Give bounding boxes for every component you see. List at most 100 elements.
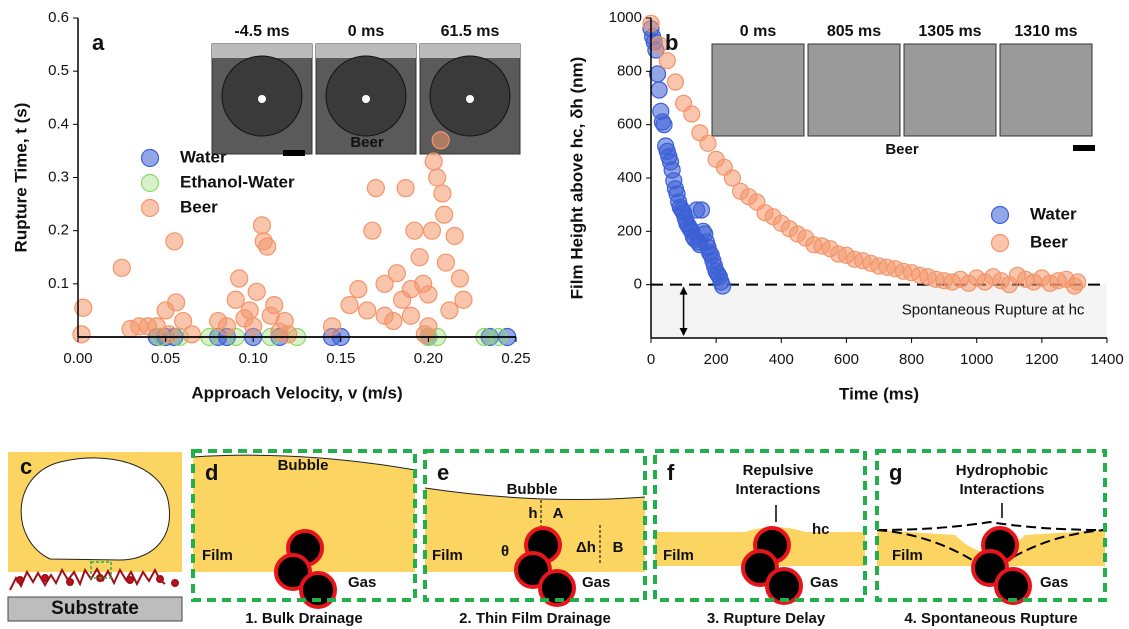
interaction-label: Interactions (735, 481, 820, 498)
panel-frame (191, 449, 417, 602)
inset-label: -4.5 ms (234, 23, 289, 40)
inset-highlight (258, 95, 266, 103)
film-region (193, 455, 415, 572)
y-tick-label: 0.5 (48, 62, 69, 79)
film-label: Film (663, 547, 694, 564)
data-point (340, 296, 359, 315)
inset-image (711, 43, 805, 137)
data-point (244, 317, 263, 336)
data-point (666, 73, 685, 91)
x-tick-label: 0.20 (414, 350, 443, 367)
bubble-label: Bubble (278, 457, 329, 474)
particle (274, 553, 312, 591)
gas-label: Gas (582, 574, 610, 591)
legend-marker (140, 173, 160, 193)
data-point (258, 237, 277, 256)
particle (994, 567, 1032, 605)
gas-label: Gas (810, 574, 838, 591)
interaction-label: Repulsive (743, 462, 814, 479)
data-point (405, 221, 424, 240)
panel-letter: f (667, 460, 675, 485)
data-point (74, 298, 93, 317)
y-tick-label: 1000 (609, 9, 642, 26)
y-axis-title: Film Height above hc, δh (nm) (567, 57, 586, 300)
data-point (428, 168, 447, 187)
inset-label: 61.5 ms (441, 23, 500, 40)
data-point (433, 184, 452, 203)
legend-label: Water (1030, 204, 1077, 223)
data-point (658, 52, 676, 70)
gas-label: Gas (348, 574, 376, 591)
x-axis-title: Approach Velocity, v (m/s) (191, 383, 402, 402)
data-point (226, 290, 245, 309)
data-point (683, 105, 701, 123)
scale-bar (283, 150, 305, 156)
distance-label: h (528, 505, 537, 522)
x-tick-label: 800 (899, 351, 924, 368)
panel-frame (875, 449, 1107, 602)
data-point (387, 264, 406, 283)
y-tick-label: 600 (617, 116, 642, 133)
data-point (422, 221, 442, 240)
y-tick-label: 0.6 (48, 9, 69, 26)
data-point (445, 226, 464, 246)
inset-label: 0 ms (740, 23, 777, 40)
data-point (160, 325, 179, 344)
panel-letter: c (20, 454, 32, 479)
bubble-interface (192, 454, 416, 471)
legend-marker (990, 233, 1010, 253)
panel-letter: e (437, 460, 449, 485)
distance-label: Δh (576, 539, 596, 556)
data-point (655, 116, 673, 134)
data-point (648, 65, 667, 83)
bubble (20, 457, 170, 561)
data-point (692, 201, 711, 219)
y-axis-title: Rupture Time, t (s) (11, 103, 30, 253)
data-point (454, 290, 473, 309)
panel-letter: d (205, 460, 218, 485)
state-label: B (613, 539, 624, 556)
data-point (450, 269, 470, 288)
surface-roughness (9, 566, 179, 591)
inset-needle (212, 44, 312, 58)
inset-label: 1305 ms (918, 23, 981, 40)
data-point (112, 258, 131, 277)
data-point (375, 274, 394, 293)
x-tick-label: 0 (647, 351, 655, 368)
data-point (265, 296, 284, 315)
data-point (182, 325, 201, 344)
data-point (436, 253, 456, 272)
data-point (363, 221, 382, 240)
inset-label: 0 ms (348, 23, 385, 40)
film-label: Film (202, 547, 233, 564)
particle (765, 567, 803, 605)
stage-caption: 4. Spontaneous Rupture (904, 610, 1077, 627)
x-tick-label: 400 (769, 351, 794, 368)
distance-label: hc (812, 521, 830, 538)
stage-caption: 2. Thin Film Drainage (459, 610, 611, 627)
bubble-label: Bubble (507, 481, 558, 498)
bubble-interface (424, 487, 646, 501)
legend-label: Beer (1030, 232, 1068, 251)
y-tick-label: 400 (617, 169, 642, 186)
substrate (7, 596, 183, 622)
data-point (419, 285, 438, 304)
data-point (714, 277, 732, 295)
legend-label: Beer (180, 197, 218, 216)
data-point (366, 179, 385, 198)
inset-caption: Beer (885, 141, 919, 158)
data-point (174, 311, 193, 331)
inset-needle (420, 44, 520, 58)
panel-letter: b (665, 30, 678, 55)
inset-image (999, 43, 1093, 137)
scale-bar (1073, 145, 1095, 151)
data-point (167, 293, 186, 312)
y-tick-label: 0.4 (48, 115, 69, 132)
gas-label: Gas (1040, 574, 1068, 591)
substrate-label: Substrate (51, 598, 139, 619)
inset-image (807, 43, 901, 137)
x-tick-label: 1200 (1025, 351, 1058, 368)
data-point (699, 134, 717, 152)
data-point (252, 216, 272, 235)
data-point (431, 131, 450, 150)
